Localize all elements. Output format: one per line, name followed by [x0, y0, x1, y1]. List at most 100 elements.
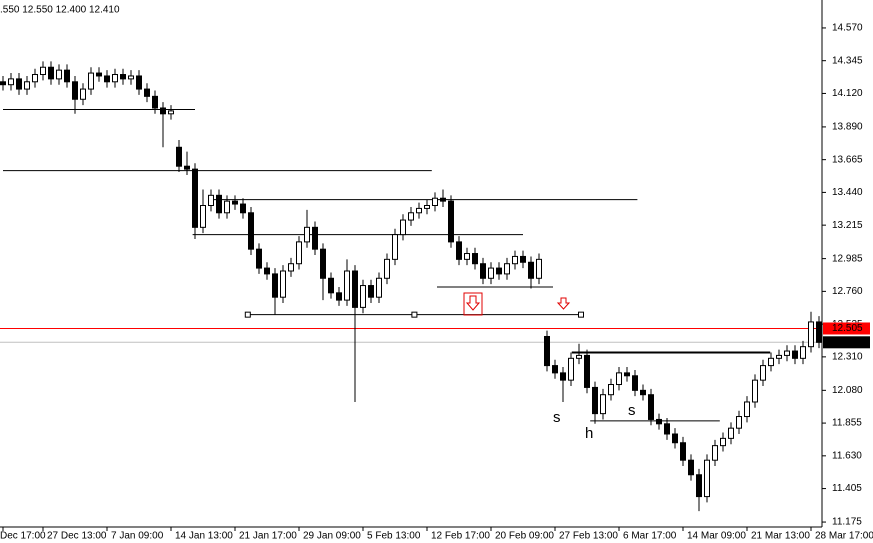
candle-body — [408, 212, 414, 221]
candle-body — [0, 81, 6, 86]
candle-body — [480, 263, 486, 279]
candle-body — [656, 418, 662, 425]
candle-body — [32, 74, 38, 83]
candle-body — [632, 375, 638, 391]
candle-body — [800, 346, 806, 359]
price-box-label: 12.410 — [832, 337, 863, 348]
candle-body — [432, 197, 438, 207]
candle-body — [368, 285, 374, 298]
candle-body — [536, 258, 542, 279]
line-handle — [578, 311, 584, 318]
candle-body — [320, 248, 326, 279]
candle-body — [616, 372, 622, 386]
candle-body — [376, 277, 382, 298]
candle-body — [176, 146, 182, 167]
x-tick-label: 14 Jan 13:00 — [175, 531, 233, 542]
candle-body — [688, 459, 694, 476]
candle-body — [608, 384, 614, 396]
candle-body — [80, 88, 86, 100]
candle-body — [728, 427, 734, 439]
candle-body — [208, 194, 214, 207]
sell-arrow — [556, 297, 571, 310]
price-box-label: 12.505 — [832, 323, 863, 334]
candle-body — [352, 270, 358, 308]
x-tick-label: 21 Jan 17:00 — [239, 531, 297, 542]
candle-body — [328, 277, 334, 294]
candle-body — [72, 81, 78, 100]
candle-body — [440, 197, 446, 202]
x-tick-label: 29 Jan 09:00 — [303, 531, 361, 542]
candle-body — [704, 459, 710, 498]
x-tick-label: 20 Feb 09:00 — [495, 531, 554, 542]
x-tick-label: 6 Mar 17:00 — [623, 531, 677, 542]
candle-body — [752, 379, 758, 403]
candle-body — [304, 226, 310, 243]
candle-body — [544, 335, 550, 367]
candle-body — [200, 205, 206, 228]
candle-body — [8, 78, 14, 86]
candle-body — [312, 226, 318, 250]
candle-body — [528, 261, 534, 279]
candle-body — [272, 273, 278, 298]
candle-body — [472, 253, 478, 265]
candle-body — [760, 365, 766, 381]
y-tick-label: 13.215 — [832, 220, 863, 231]
price-box — [823, 322, 870, 335]
candle-body — [696, 474, 702, 498]
candle-body — [64, 69, 70, 83]
candle-body — [336, 292, 342, 301]
plot-area — [0, 61, 822, 512]
y-tick-label: 14.120 — [832, 88, 863, 99]
candle-body — [344, 270, 350, 301]
candle-body — [424, 205, 430, 209]
pattern-marker: h — [585, 425, 593, 442]
candle-body — [552, 365, 558, 374]
candle-body — [40, 66, 46, 76]
candle-body — [672, 433, 678, 444]
x-tick-label: 14 Mar 09:00 — [687, 531, 746, 542]
x-tick-label: 28 Mar 17:00 — [815, 531, 873, 542]
y-tick-label: 13.440 — [832, 187, 863, 198]
candle-body — [232, 200, 238, 205]
candle-body — [192, 168, 198, 228]
candle-body — [744, 401, 750, 418]
candle-body — [792, 350, 798, 359]
candle-body — [400, 219, 406, 236]
candle-body — [16, 78, 22, 90]
candle-body — [568, 357, 574, 381]
x-tick-label: 7 Jan 09:00 — [111, 531, 164, 542]
candle-body — [680, 442, 686, 461]
y-tick-label: 12.080 — [832, 385, 863, 396]
candle-body — [816, 321, 822, 343]
candle-body — [560, 372, 566, 381]
candle-body — [576, 354, 582, 359]
candle-body — [520, 255, 526, 263]
candle-body — [624, 372, 630, 377]
candle-body — [296, 241, 302, 265]
y-tick-label: 14.345 — [832, 55, 863, 66]
pattern-marker: s — [553, 409, 561, 426]
pattern-marker: s — [628, 402, 636, 419]
x-tick-label: 21 Mar 13:00 — [751, 531, 810, 542]
candle-body — [584, 354, 590, 388]
candle-body — [648, 394, 654, 420]
x-tick-label: 5 Feb 13:00 — [367, 531, 421, 542]
candle-body — [776, 354, 782, 359]
candle-body — [224, 200, 230, 214]
candle-body — [600, 394, 606, 415]
y-tick-label: 14.570 — [832, 23, 863, 34]
candle-body — [168, 110, 174, 115]
line-handle — [411, 311, 418, 318]
candle-body — [128, 75, 134, 80]
sell-arrow-boxed — [463, 292, 483, 316]
y-tick-label: 11.405 — [832, 483, 862, 494]
candle-body — [48, 66, 54, 80]
y-tick-label: 12.985 — [832, 253, 863, 264]
candle-body — [784, 350, 790, 356]
candle-body — [256, 248, 262, 269]
candle-body — [360, 285, 366, 308]
candle-body — [488, 267, 494, 279]
candle-body — [392, 234, 398, 260]
candle-body — [384, 258, 390, 279]
candle-body — [640, 389, 646, 396]
